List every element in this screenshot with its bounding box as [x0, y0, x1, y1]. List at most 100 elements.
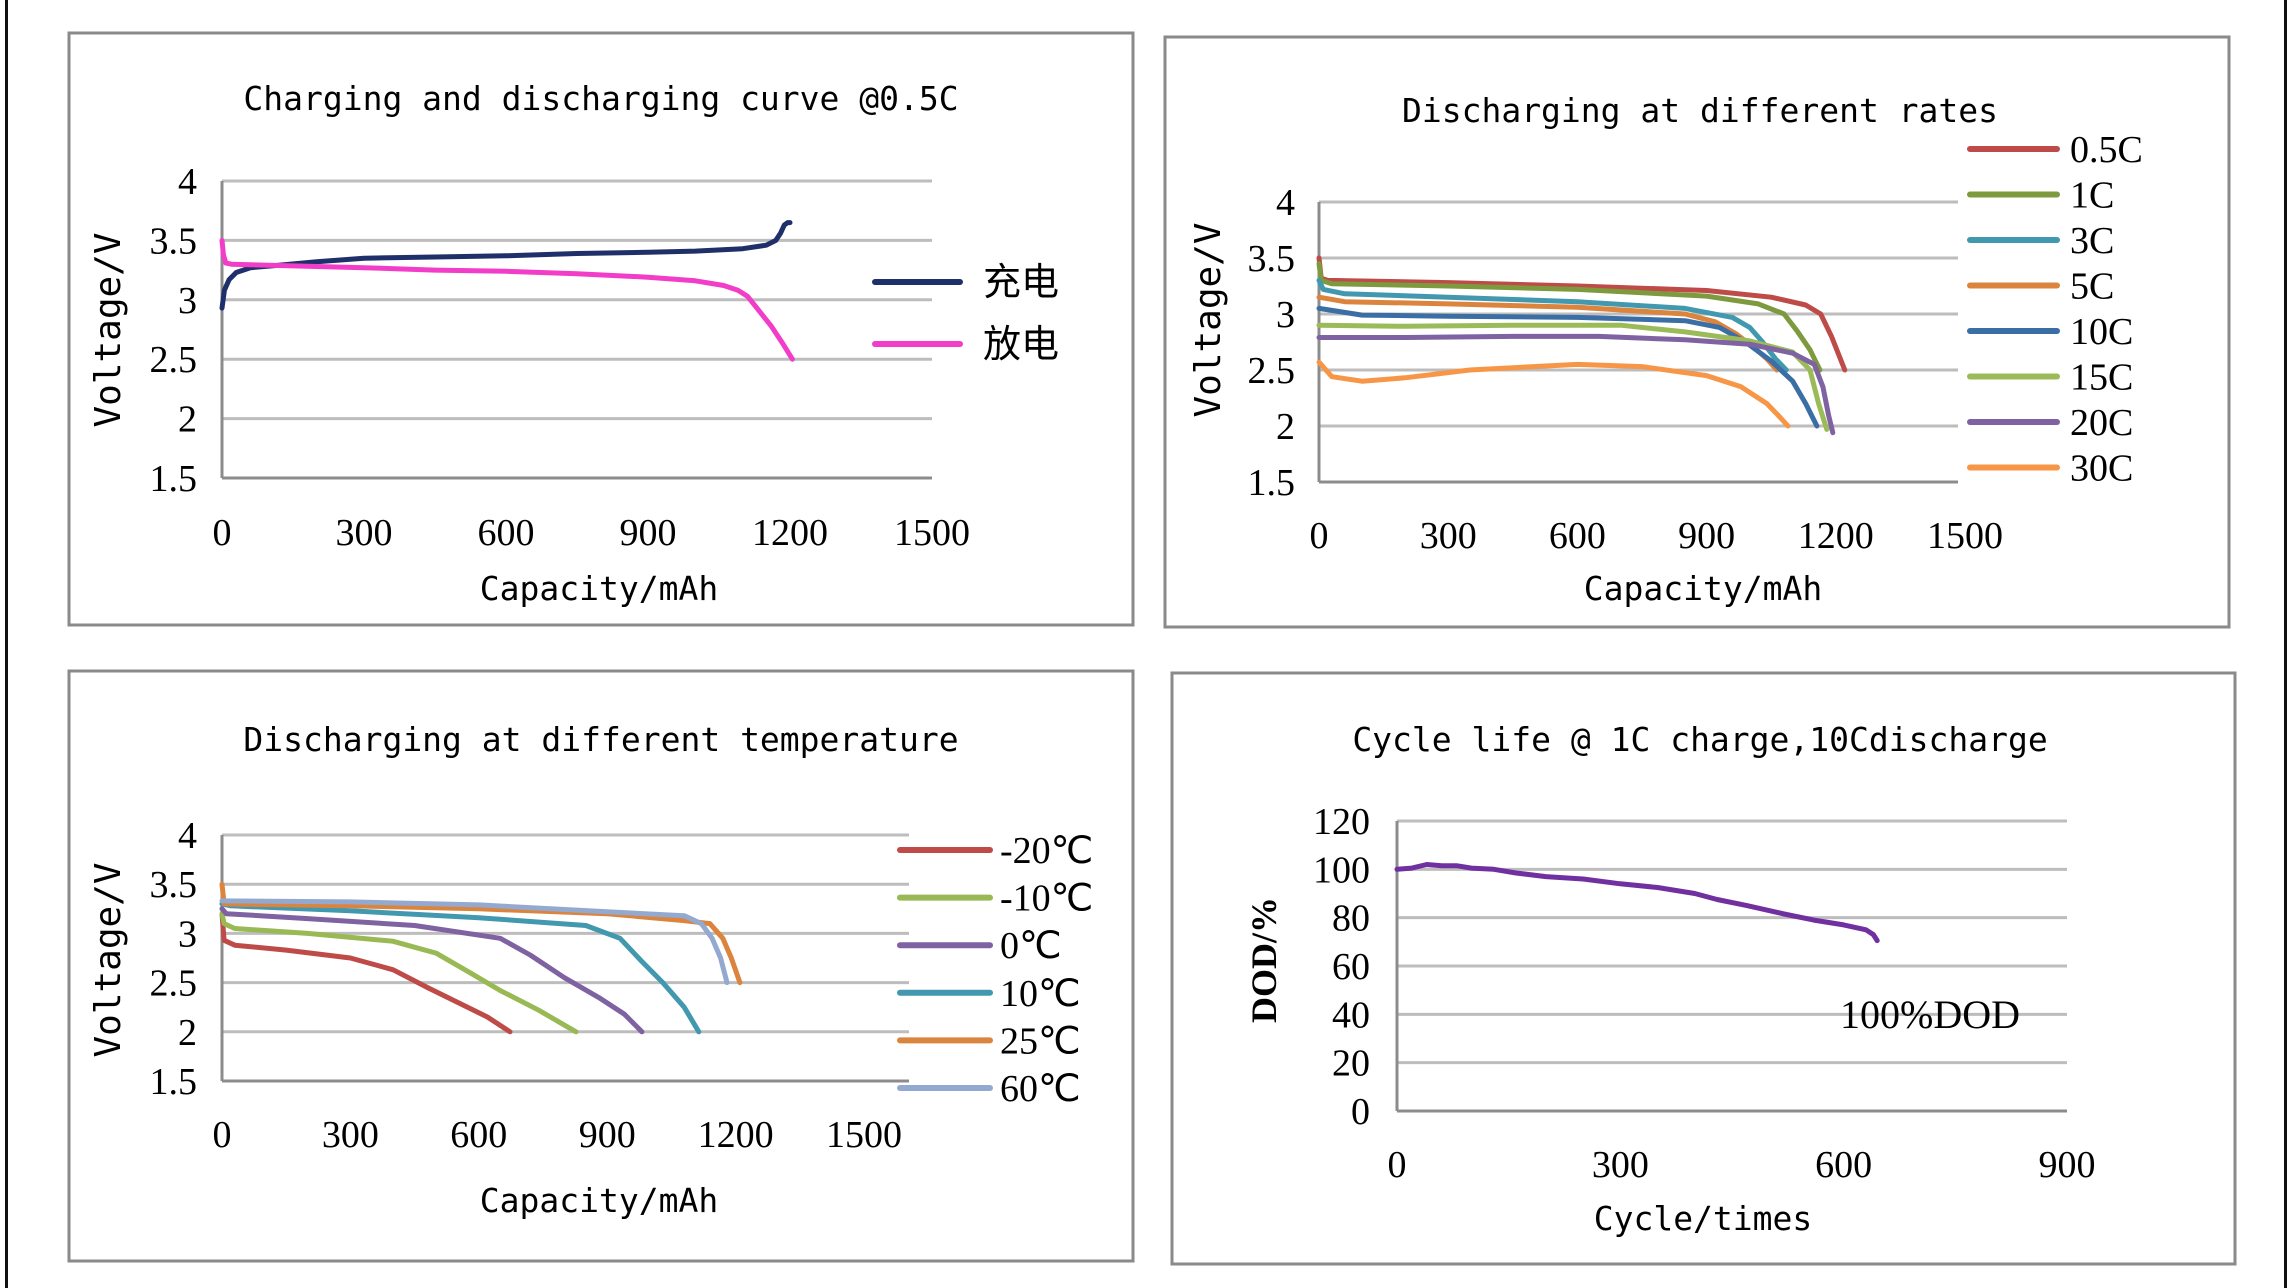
x-tick-label: 1200: [698, 1114, 774, 1156]
y-tick-label: 3.5: [150, 220, 198, 262]
y-tick-label: 4: [1276, 182, 1295, 224]
series-line-10℃: [219, 901, 702, 1035]
x-tick-label: 600: [450, 1114, 507, 1156]
y-tick-labels: 0 20 40 60 80 100 120: [1313, 801, 1370, 1133]
y-axis-label: DOD/%: [1244, 897, 1284, 1023]
gridlines: [220, 179, 932, 480]
x-tick-label: 1500: [894, 512, 970, 554]
x-tick-label: 1500: [826, 1114, 902, 1156]
legend-label: 20C: [2070, 402, 2133, 444]
y-tick-label: 120: [1313, 801, 1370, 843]
y-tick-label: 2: [1276, 406, 1295, 448]
series-line-60℃: [219, 898, 730, 986]
series-line--10℃: [219, 911, 579, 1035]
y-tick-label: 3.5: [150, 864, 198, 906]
y-tick-label: 80: [1332, 898, 1370, 940]
legend-label: 10C: [2070, 311, 2133, 353]
y-tick-label: 3: [178, 280, 197, 322]
series-line-25℃: [219, 881, 743, 986]
y-tick-label: 4: [178, 161, 197, 203]
legend-item: 25℃: [897, 1020, 1081, 1062]
y-tick-label: 1.5: [1248, 462, 1296, 504]
legend-label: 0℃: [1000, 925, 1062, 967]
x-tick-label: 900: [620, 512, 677, 554]
x-tick-labels: 0 300 600 900 1200 1500: [1310, 515, 2004, 557]
legend-label: -10℃: [1000, 878, 1093, 920]
y-axis-label: Voltage/V: [88, 232, 129, 427]
x-tick-label: 600: [478, 512, 535, 554]
legend-label: 0.5C: [2070, 129, 2143, 171]
legend-item: 5C: [1967, 266, 2114, 308]
legend-item: 放电: [872, 322, 1059, 366]
page-left-rule: [5, 0, 8, 1288]
legend-label: 放电: [983, 322, 1059, 366]
x-tick-labels: 0 300 600 900: [1388, 1144, 2096, 1186]
y-tick-label: 1.5: [150, 458, 198, 500]
legend-item: 3C: [1967, 220, 2114, 262]
y-tick-labels: 1.5 2 2.5 3 3.5 4: [1248, 182, 1296, 504]
x-tick-label: 1200: [1798, 515, 1874, 557]
y-tick-label: 20: [1332, 1043, 1370, 1085]
legend-item: 20C: [1967, 402, 2133, 444]
series-layer: [1316, 255, 1848, 436]
series-layer: [219, 881, 743, 1035]
y-tick-label: 2.5: [1248, 350, 1296, 392]
panel-border: [67, 31, 1135, 627]
y-tick-label: 40: [1332, 994, 1370, 1036]
x-axis-label: Capacity/mAh: [480, 1181, 718, 1220]
legend-label: 60℃: [1000, 1068, 1081, 1110]
x-tick-label: 300: [1420, 515, 1477, 557]
y-tick-label: 3: [178, 913, 197, 955]
chart-title: Discharging at different rates: [1402, 91, 1998, 130]
legend-item: 60℃: [897, 1068, 1081, 1110]
panel-charge-discharge: Charging and discharging curve @0.5C 1.5…: [67, 31, 1135, 627]
x-tick-label: 900: [579, 1114, 636, 1156]
x-tick-label: 0: [1388, 1144, 1407, 1186]
panel-cycle-life: Cycle life @ 1C charge,10Cdischarge 0 20 4…: [1170, 671, 2237, 1266]
legend-label: 3C: [2070, 220, 2114, 262]
legend-label: 1C: [2070, 175, 2114, 217]
y-tick-label: 100: [1313, 849, 1370, 891]
gridlines: [1395, 819, 2067, 1113]
x-tick-label: 0: [213, 512, 232, 554]
x-tick-label: 600: [1815, 1144, 1872, 1186]
panel-rates: Discharging at different rates 1.5 2 2.5 3 3…: [1163, 35, 2231, 629]
series-line-20C: [1316, 333, 1836, 436]
panel-temperature: Discharging at different temperature 1.5…: [67, 669, 1135, 1263]
series-line-10C: [1316, 305, 1820, 429]
chart-title: Cycle life @ 1C charge,10Cdischarge: [1352, 720, 2047, 759]
legend-label: -20℃: [1000, 830, 1093, 872]
legend-item: -20℃: [897, 830, 1093, 872]
series-layer: [219, 220, 795, 362]
legend-item: 充电: [872, 260, 1059, 304]
legend: -20℃ -10℃ 0℃ 10℃ 25℃ 60℃: [897, 830, 1093, 1110]
series-line-100%DOD: [1394, 862, 1880, 944]
y-tick-label: 0: [1351, 1091, 1370, 1133]
gridlines: [220, 833, 909, 1083]
y-tick-label: 4: [178, 815, 197, 857]
y-tick-label: 2: [178, 399, 197, 441]
series-line-1C: [1316, 261, 1823, 373]
x-tick-label: 300: [336, 512, 393, 554]
legend-item: 10℃: [897, 973, 1081, 1015]
legend-item: 15C: [1967, 357, 2133, 399]
panel-border: [1170, 671, 2237, 1266]
x-tick-labels: 0 300 600 900 1200 1500: [213, 512, 971, 554]
series-line-15C: [1316, 322, 1830, 432]
y-tick-labels: 1.5 2 2.5 3 3.5 4: [150, 815, 198, 1103]
y-tick-label: 2.5: [150, 339, 198, 381]
x-tick-label: 600: [1549, 515, 1606, 557]
legend-label: 15C: [2070, 357, 2133, 399]
x-axis-label: Cycle/times: [1594, 1199, 1813, 1238]
legend-item: 30C: [1967, 448, 2133, 490]
legend-item: 10C: [1967, 311, 2133, 353]
legend-item: 1C: [1967, 175, 2114, 217]
x-tick-label: 1500: [1927, 515, 2003, 557]
x-axis-label: Capacity/mAh: [480, 569, 718, 608]
x-tick-label: 0: [213, 1114, 232, 1156]
panel-border: [67, 669, 1135, 1263]
chart-title: Discharging at different temperature: [243, 720, 958, 759]
